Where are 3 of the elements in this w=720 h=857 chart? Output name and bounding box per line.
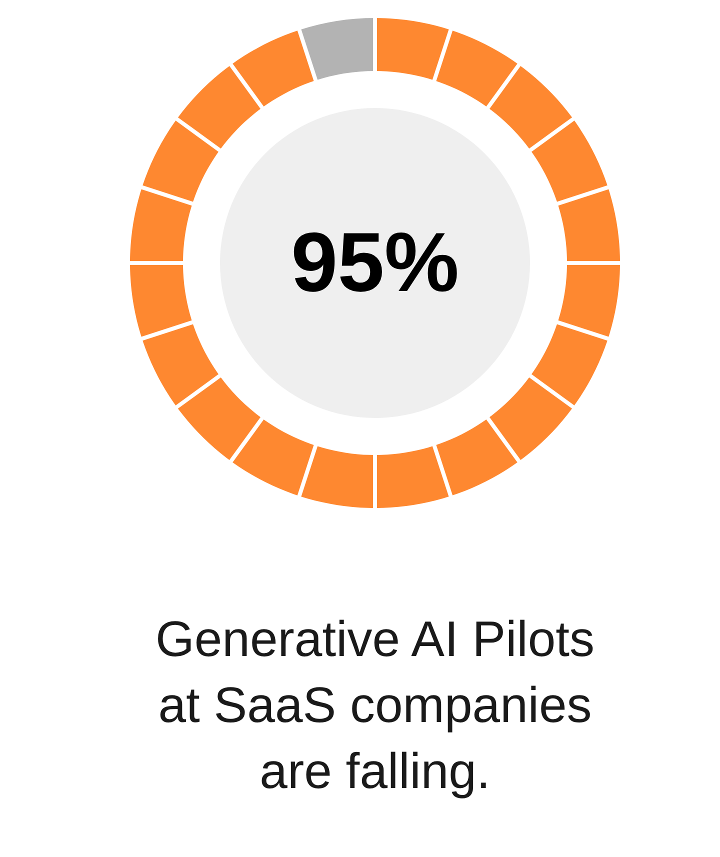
text: Generative AI Pilots at SaaS companies are falling. bbox=[155, 611, 595, 799]
donut-slice bbox=[299, 18, 375, 80]
data-label: 95% bbox=[290, 215, 460, 309]
